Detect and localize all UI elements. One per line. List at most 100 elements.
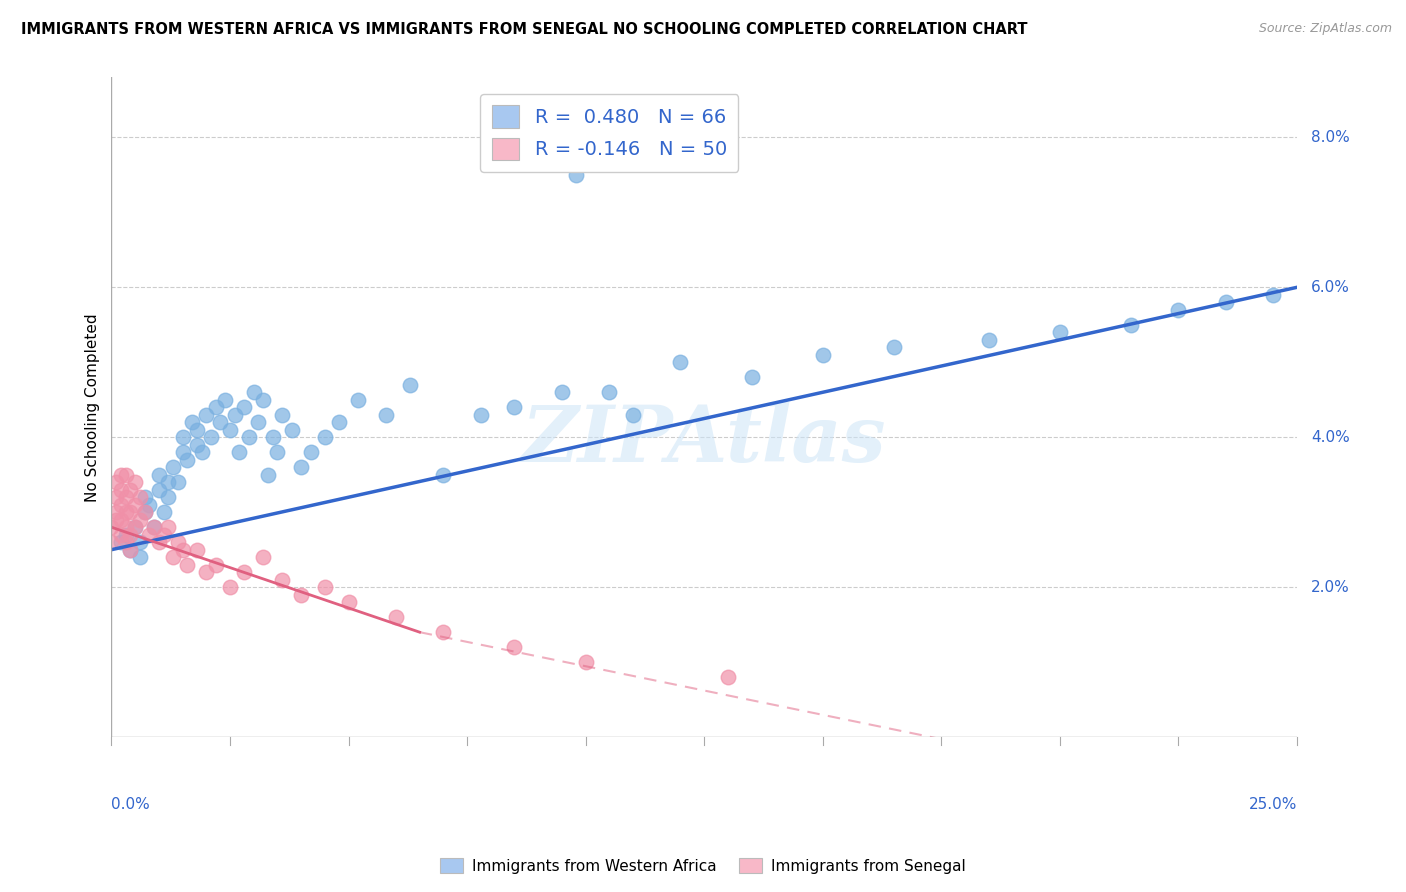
Point xyxy=(110,535,132,549)
Point xyxy=(120,527,142,541)
Point xyxy=(114,467,136,482)
Point xyxy=(176,558,198,572)
Point xyxy=(233,565,256,579)
Point xyxy=(176,452,198,467)
Point xyxy=(172,542,194,557)
Point xyxy=(138,527,160,541)
Point xyxy=(266,445,288,459)
Point xyxy=(186,438,208,452)
Point xyxy=(811,348,834,362)
Point xyxy=(271,573,294,587)
Point xyxy=(233,401,256,415)
Point xyxy=(166,535,188,549)
Point xyxy=(1119,318,1142,332)
Point xyxy=(204,558,226,572)
Point xyxy=(290,588,312,602)
Y-axis label: No Schooling Completed: No Schooling Completed xyxy=(86,313,100,501)
Point xyxy=(200,430,222,444)
Point xyxy=(252,392,274,407)
Point xyxy=(432,625,454,640)
Point xyxy=(262,430,284,444)
Point xyxy=(120,483,142,497)
Text: 0.0%: 0.0% xyxy=(111,797,150,812)
Point xyxy=(128,550,150,565)
Point xyxy=(257,467,280,482)
Point xyxy=(669,355,692,369)
Point xyxy=(347,392,370,407)
Point xyxy=(204,401,226,415)
Point xyxy=(166,475,188,490)
Point xyxy=(186,542,208,557)
Point xyxy=(143,520,166,534)
Point xyxy=(1167,302,1189,317)
Point xyxy=(105,490,128,504)
Point xyxy=(157,520,180,534)
Point xyxy=(100,520,122,534)
Point xyxy=(280,423,302,437)
Point xyxy=(114,505,136,519)
Text: 25.0%: 25.0% xyxy=(1249,797,1296,812)
Point xyxy=(134,490,156,504)
Text: ZIPAtlas: ZIPAtlas xyxy=(522,402,886,478)
Text: 2.0%: 2.0% xyxy=(1310,580,1350,595)
Point xyxy=(717,670,740,684)
Point xyxy=(110,527,132,541)
Point xyxy=(337,595,360,609)
Point xyxy=(224,408,246,422)
Point xyxy=(148,467,170,482)
Point xyxy=(385,610,408,624)
Point xyxy=(128,490,150,504)
Point xyxy=(110,513,132,527)
Legend: R =  0.480   N = 66, R = -0.146   N = 50: R = 0.480 N = 66, R = -0.146 N = 50 xyxy=(479,94,738,172)
Point xyxy=(252,550,274,565)
Point xyxy=(172,445,194,459)
Point xyxy=(741,370,763,384)
Point xyxy=(219,423,242,437)
Point xyxy=(157,475,180,490)
Point xyxy=(247,415,270,429)
Point xyxy=(375,408,398,422)
Point xyxy=(328,415,350,429)
Point xyxy=(238,430,260,444)
Point xyxy=(105,475,128,490)
Point xyxy=(124,498,146,512)
Point xyxy=(314,430,336,444)
Point xyxy=(242,385,264,400)
Point xyxy=(503,401,526,415)
Point xyxy=(148,483,170,497)
Point xyxy=(157,490,180,504)
Point xyxy=(977,333,1000,347)
Text: 8.0%: 8.0% xyxy=(1310,130,1350,145)
Point xyxy=(110,498,132,512)
Point xyxy=(1263,288,1285,302)
Point xyxy=(1215,295,1237,310)
Point xyxy=(128,535,150,549)
Point xyxy=(195,565,218,579)
Point xyxy=(152,505,174,519)
Text: 6.0%: 6.0% xyxy=(1310,280,1350,295)
Point xyxy=(120,505,142,519)
Point xyxy=(1049,326,1071,340)
Point xyxy=(598,385,620,400)
Point xyxy=(162,460,184,475)
Point xyxy=(148,535,170,549)
Point xyxy=(621,408,644,422)
Point xyxy=(290,460,312,475)
Point xyxy=(138,498,160,512)
Point xyxy=(110,483,132,497)
Point xyxy=(120,542,142,557)
Legend: Immigrants from Western Africa, Immigrants from Senegal: Immigrants from Western Africa, Immigran… xyxy=(433,852,973,880)
Point xyxy=(195,408,218,422)
Point xyxy=(110,467,132,482)
Point xyxy=(565,168,588,182)
Point xyxy=(399,377,422,392)
Point xyxy=(214,392,236,407)
Point xyxy=(181,415,204,429)
Text: Source: ZipAtlas.com: Source: ZipAtlas.com xyxy=(1258,22,1392,36)
Point xyxy=(551,385,574,400)
Point xyxy=(470,408,492,422)
Point xyxy=(114,490,136,504)
Point xyxy=(574,655,596,669)
Point xyxy=(152,527,174,541)
Point xyxy=(228,445,250,459)
